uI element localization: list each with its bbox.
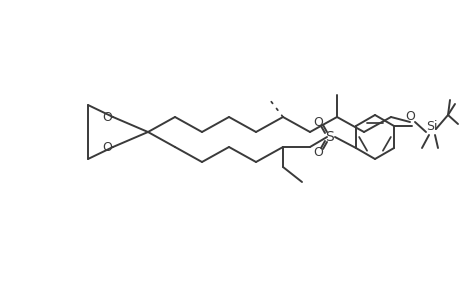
Text: O: O (102, 140, 112, 154)
Text: S: S (325, 130, 334, 144)
Text: O: O (404, 110, 414, 122)
Text: Si: Si (425, 119, 437, 133)
Text: O: O (313, 146, 322, 158)
Text: O: O (313, 116, 322, 128)
Text: O: O (102, 110, 112, 124)
